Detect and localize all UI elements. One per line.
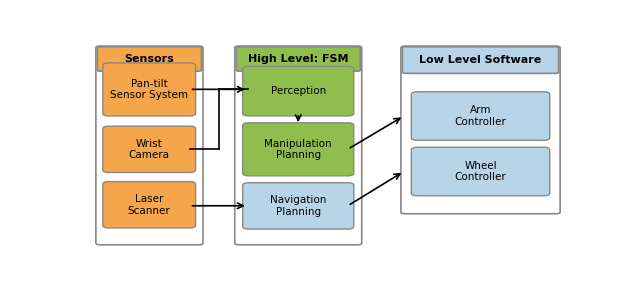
FancyBboxPatch shape <box>243 123 354 176</box>
Text: Low Level Software: Low Level Software <box>419 55 541 65</box>
Text: Manipulation
Planning: Manipulation Planning <box>264 139 332 160</box>
Text: Navigation
Planning: Navigation Planning <box>270 195 326 217</box>
Text: High Level: FSM: High Level: FSM <box>248 54 349 64</box>
Text: Perception: Perception <box>271 86 326 96</box>
Text: Laser
Scanner: Laser Scanner <box>128 194 171 215</box>
FancyBboxPatch shape <box>236 47 360 71</box>
FancyBboxPatch shape <box>243 66 354 116</box>
Text: Wheel
Controller: Wheel Controller <box>454 161 506 182</box>
FancyBboxPatch shape <box>403 47 559 73</box>
FancyBboxPatch shape <box>235 46 362 245</box>
FancyBboxPatch shape <box>97 47 202 71</box>
FancyBboxPatch shape <box>412 147 550 196</box>
FancyBboxPatch shape <box>96 46 203 245</box>
Text: Wrist
Camera: Wrist Camera <box>129 139 170 160</box>
Text: Sensors: Sensors <box>125 54 174 64</box>
Text: Pan-tilt
Sensor System: Pan-tilt Sensor System <box>110 79 188 100</box>
FancyBboxPatch shape <box>103 182 196 228</box>
FancyBboxPatch shape <box>412 92 550 140</box>
FancyBboxPatch shape <box>103 126 196 173</box>
Text: Arm
Controller: Arm Controller <box>454 105 506 127</box>
FancyBboxPatch shape <box>103 63 196 116</box>
FancyBboxPatch shape <box>243 183 354 229</box>
FancyBboxPatch shape <box>401 46 560 214</box>
